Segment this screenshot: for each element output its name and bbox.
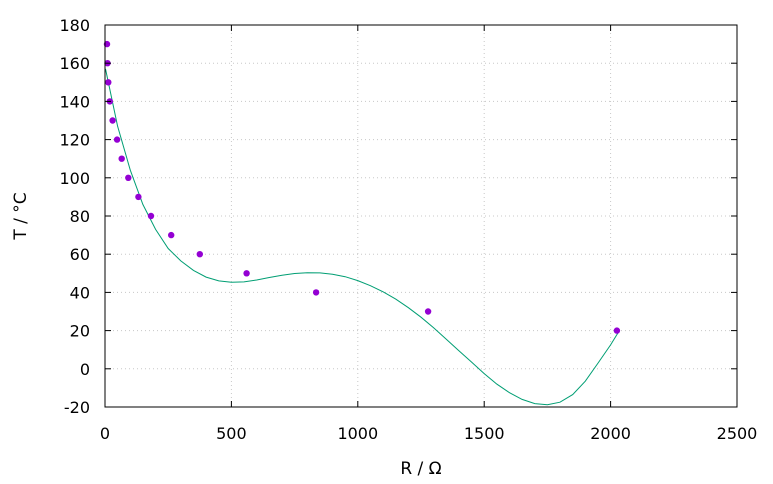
data-points-layer (103, 40, 621, 334)
x-tick-label: 2500 (717, 424, 758, 443)
x-axis-label: R / Ω (400, 459, 441, 479)
y-tick-label: 180 (59, 16, 90, 35)
x-tick-label: 2000 (590, 424, 631, 443)
grid-lines (105, 25, 737, 407)
data-point (312, 289, 320, 296)
y-tick-label: 20 (70, 322, 90, 341)
y-tick-label: -20 (64, 398, 90, 417)
y-tick-label: 160 (59, 54, 90, 73)
x-tick-labels: 0 500 1000 1500 2000 2500 (100, 424, 757, 443)
y-tick-label: 60 (70, 245, 90, 264)
y-tick-label: 0 (80, 360, 90, 379)
y-tick-label: 120 (59, 131, 90, 150)
data-point (424, 308, 432, 315)
fit-curve (105, 68, 619, 406)
y-tick-label: 80 (70, 207, 90, 226)
data-point (135, 193, 142, 201)
data-point (243, 270, 250, 277)
data-point (613, 327, 621, 334)
y-tick-labels: -20 0 20 40 60 80 100 120 140 160 180 (59, 16, 90, 417)
x-tick-label: 1500 (464, 424, 505, 443)
x-tick-label: 1000 (337, 424, 378, 443)
data-point (118, 155, 125, 162)
data-point (109, 117, 116, 124)
data-point (125, 174, 132, 181)
axis-ticks (104, 24, 738, 408)
x-tick-label: 0 (100, 424, 110, 443)
data-point (196, 251, 203, 258)
y-tick-label: 100 (59, 169, 90, 188)
y-tick-label: 140 (59, 92, 90, 111)
data-point (113, 136, 121, 143)
y-tick-label: 40 (70, 283, 90, 302)
data-point (147, 212, 155, 220)
data-point (168, 231, 175, 239)
data-point (105, 79, 112, 86)
fit-curve-layer (105, 68, 619, 406)
x-tick-label: 500 (216, 424, 247, 443)
y-axis-label: T / °C (11, 192, 31, 240)
